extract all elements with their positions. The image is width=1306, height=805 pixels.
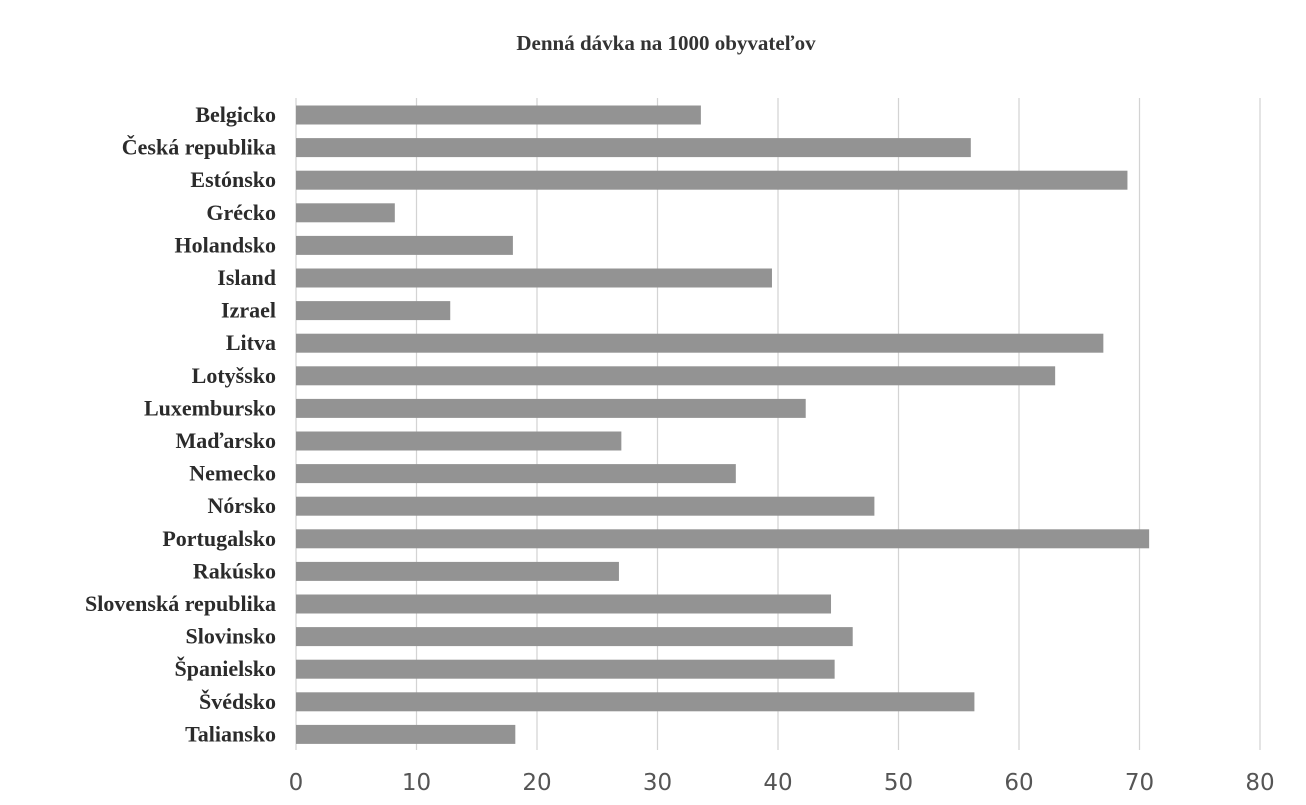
x-axis-ticks: 0 10 20 30 40 50 60 70 80 [289,770,1275,796]
x-tick-label: 50 [884,770,913,796]
bar [296,724,516,744]
bar [296,138,971,158]
x-tick-label: 0 [289,770,304,796]
category-label: Nórsko [208,493,276,518]
x-tick-label: 40 [763,770,792,796]
bar [296,627,853,647]
x-tick-label: 80 [1245,770,1274,796]
bar [296,301,451,321]
category-label: Taliansko [185,721,276,746]
category-label: Portugalsko [162,526,276,551]
category-label: Litva [226,330,276,355]
bar [296,496,875,516]
bar [296,431,622,451]
category-label: Island [217,265,276,290]
category-label: Holandsko [175,232,277,257]
bar [296,692,975,712]
bar [296,366,1056,386]
chart-title: Denná dávka na 1000 obyvateľov [516,31,816,55]
category-label: Nemecko [189,461,276,486]
bar [296,659,835,679]
category-label: Maďarsko [176,428,276,453]
category-label: Grécko [206,200,276,225]
category-label: Rakúsko [193,558,276,583]
category-label: Luxembursko [144,395,276,420]
x-tick-label: 70 [1125,770,1154,796]
category-label: Španielsko [175,656,277,681]
bar [296,105,701,125]
bar [296,529,1150,549]
bars [296,105,1150,744]
category-label: Česká republika [122,135,276,160]
bar [296,268,772,288]
category-label: Slovinsko [186,624,277,649]
category-label: Slovenská republika [85,591,276,616]
x-tick-label: 20 [522,770,551,796]
category-label: Belgicko [195,102,276,127]
bar [296,333,1104,353]
x-tick-label: 10 [402,770,431,796]
bar [296,398,806,418]
bar [296,561,619,581]
category-label: Izrael [221,298,276,323]
bar [296,170,1128,190]
category-label: Švédsko [199,689,276,714]
category-labels: Belgicko Česká republika Estónsko Grécko Hol… [85,102,276,746]
x-tick-label: 30 [643,770,672,796]
bar [296,464,736,484]
bar [296,235,513,255]
bar [296,594,832,614]
category-label: Lotyšsko [192,363,276,388]
gridlines [295,98,1261,750]
category-label: Estónsko [190,167,276,192]
x-tick-label: 60 [1004,770,1033,796]
bar [296,203,395,223]
